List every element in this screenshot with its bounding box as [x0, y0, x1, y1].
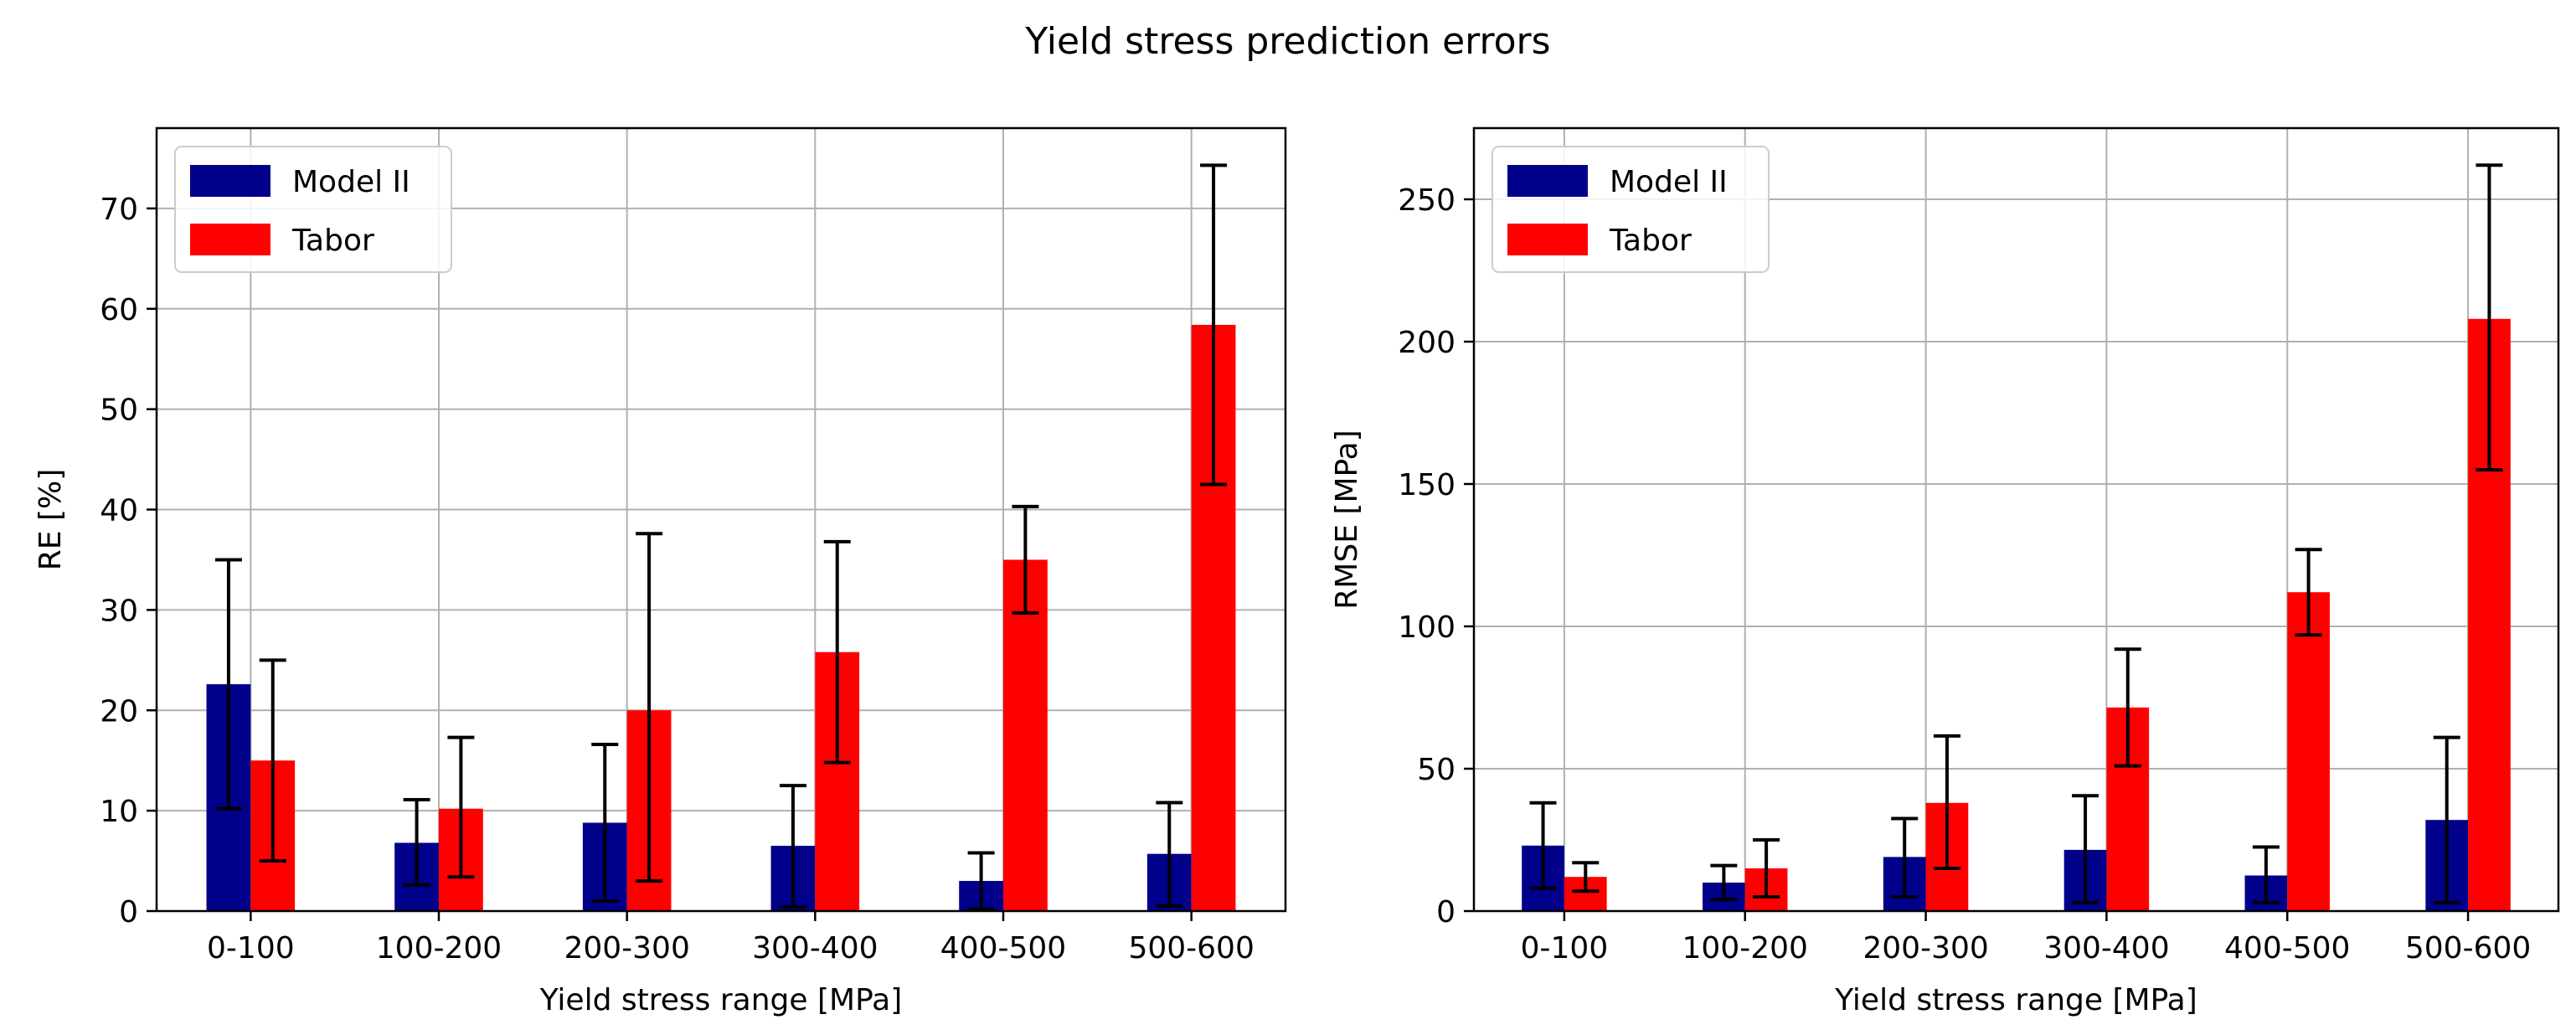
- left-legend-label-tabor: Tabor: [291, 224, 374, 258]
- left-ytick-label: 60: [100, 293, 138, 327]
- left-yaxis-label: RE [%]: [33, 469, 68, 571]
- right-axes-frame: [1472, 126, 2560, 913]
- right-ytick-label: 0: [1436, 895, 1455, 929]
- right-ytick-label: 250: [1398, 183, 1455, 218]
- right-legend-label-tabor: Tabor: [1609, 224, 1692, 258]
- right-xaxis-label: Yield stress range [MPa]: [1834, 983, 2197, 1017]
- left-ytick-label: 70: [100, 193, 138, 227]
- right-ytick-label: 100: [1398, 610, 1455, 645]
- left-legend-label-model: Model II: [292, 165, 410, 199]
- right-xtick-label: 0-100: [1521, 931, 1609, 965]
- right-bar-tabor: [2287, 592, 2330, 911]
- left-xaxis-label: Yield stress range [MPa]: [539, 983, 903, 1017]
- left-ytick-label: 10: [100, 795, 138, 829]
- right-xtick-label: 200-300: [1862, 931, 1988, 965]
- left-bar-tabor: [1003, 559, 1048, 911]
- right-yaxis-label: RMSE [MPa]: [1330, 430, 1364, 609]
- left-xtick-label: 200-300: [564, 931, 689, 965]
- right-xtick-label: 300-400: [2043, 931, 2169, 965]
- right-xtick-label: 400-500: [2224, 931, 2350, 965]
- right-ytick-label: 50: [1417, 753, 1455, 787]
- left-ytick-label: 20: [100, 694, 138, 729]
- left-xtick-label: 100-200: [376, 931, 502, 965]
- right-xtick-label: 100-200: [1682, 931, 1808, 965]
- left-axes-frame: [155, 126, 1287, 913]
- left-xtick-label: 0-100: [207, 931, 295, 965]
- right-legend-label-model: Model II: [1610, 165, 1728, 199]
- right-ytick-label: 200: [1398, 326, 1455, 360]
- left-xtick-label: 500-600: [1128, 931, 1254, 965]
- figure-title: Yield stress prediction errors: [1025, 20, 1551, 63]
- right-legend-swatch-model: [1507, 165, 1588, 197]
- right-ytick-label: 150: [1398, 468, 1455, 502]
- left-ytick-label: 50: [100, 394, 138, 428]
- left-ytick-label: 30: [100, 594, 138, 628]
- left-xtick-label: 400-500: [940, 931, 1066, 965]
- left-legend-swatch-tabor: [190, 224, 270, 255]
- left-ytick-label: 40: [100, 494, 138, 528]
- left-ytick-label: 0: [119, 895, 138, 929]
- right-xtick-label: 500-600: [2405, 931, 2531, 965]
- right-legend-swatch-tabor: [1507, 224, 1588, 255]
- left-xtick-label: 300-400: [752, 931, 878, 965]
- left-legend-swatch-model: [190, 165, 270, 197]
